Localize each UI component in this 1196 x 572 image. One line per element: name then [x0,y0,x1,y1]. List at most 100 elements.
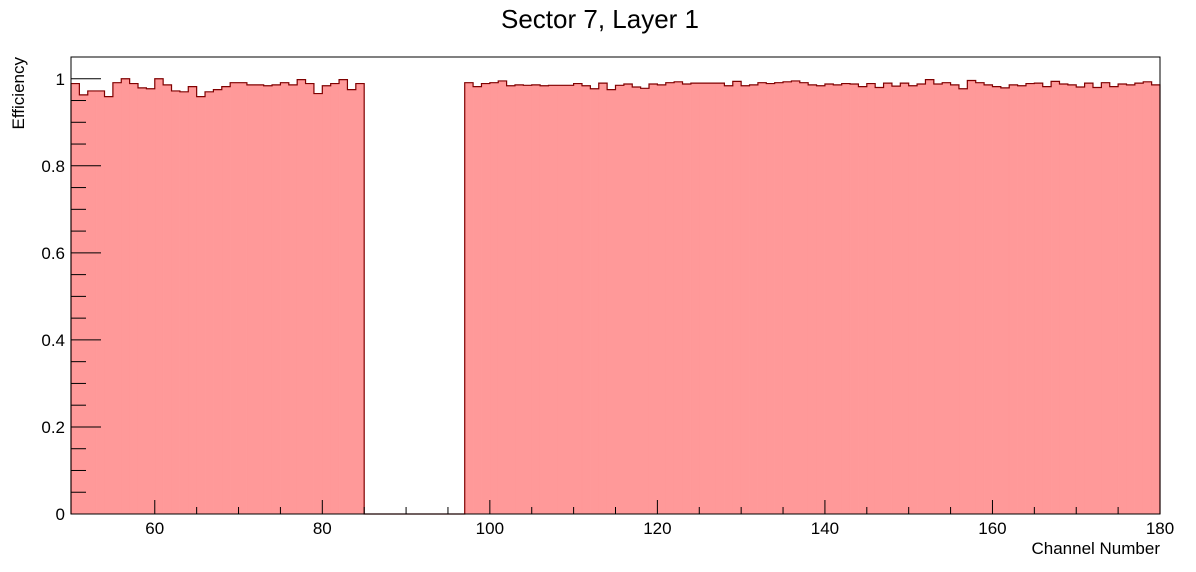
bar [900,82,909,515]
bar [179,91,189,515]
bar [1034,82,1043,515]
bar [724,85,734,515]
bar [833,84,842,515]
bar [740,85,750,515]
bar [581,85,591,515]
y-tick-label: 1 [56,70,65,89]
x-axis-label: Channel Number [1031,539,1160,558]
bar [933,83,943,515]
bar [288,84,298,515]
bar [464,82,474,515]
bar [615,85,625,515]
bar [967,80,976,515]
bar [330,83,340,515]
bar [95,90,105,515]
bar [104,96,114,515]
bar [590,88,599,515]
bar [87,90,97,515]
bar [564,85,574,515]
bar [807,84,817,515]
bar [514,84,524,515]
x-tick-label: 120 [643,519,671,538]
x-tick-label: 60 [145,519,164,538]
bar [1084,82,1094,515]
bar [188,86,197,515]
bar [70,83,80,515]
bar [171,90,181,515]
bar [715,82,725,515]
bar [1017,85,1027,515]
chart-title: Sector 7, Layer 1 [501,4,699,34]
bar [883,82,893,515]
bar [129,83,139,515]
bar [246,84,256,515]
bar [1042,86,1052,515]
x-tick-label: 100 [476,519,504,538]
bar [858,86,868,515]
bar [79,94,89,515]
bar [355,83,365,515]
bar [1092,87,1102,515]
bar [121,78,130,515]
bar [1101,82,1110,515]
y-axis-label: Efficiency [9,57,28,130]
bar [573,83,583,515]
bar [112,82,122,515]
bar [640,88,650,515]
bar [766,83,775,515]
bar [1067,84,1077,515]
x-tick-label: 80 [313,519,332,538]
bar [799,82,809,515]
bar [1117,83,1127,515]
bar [1134,82,1144,515]
bar [975,82,985,515]
bar [137,87,147,515]
bar [950,84,960,515]
bar [338,79,348,515]
bar [983,84,993,515]
bar [1050,81,1060,515]
bar [665,82,675,515]
bar [816,85,826,515]
bar [196,96,206,515]
bar [523,85,532,515]
bar [657,84,667,515]
bar [908,85,918,515]
bar [481,83,491,515]
histogram-outline [70,78,1161,515]
bar [497,80,507,515]
bar [1008,84,1018,515]
bar [699,82,708,515]
bar [690,82,700,515]
x-tick-label: 180 [1146,519,1174,538]
bar [1142,81,1152,515]
bar [791,80,801,515]
x-tick-label: 140 [811,519,839,538]
y-tick-label: 0 [56,505,65,524]
bar [1059,83,1069,515]
bar [322,85,331,515]
bar [472,86,482,515]
bar [489,82,499,515]
bar [824,83,834,515]
bar [849,83,859,515]
bar [707,82,717,515]
bar [941,82,951,515]
bar [204,91,214,515]
bar [925,79,935,515]
bar [221,86,231,515]
bar [539,85,549,515]
bar [313,93,323,515]
bar [556,85,566,515]
bar [213,89,223,515]
x-tick-label: 160 [978,519,1006,538]
bar [958,88,968,515]
y-tick-label: 0.4 [41,331,65,350]
bar [255,84,264,515]
bar [1025,83,1035,515]
y-tick-label: 0.2 [41,418,65,437]
bar [732,81,742,515]
bar [782,81,792,515]
bar [598,82,608,515]
